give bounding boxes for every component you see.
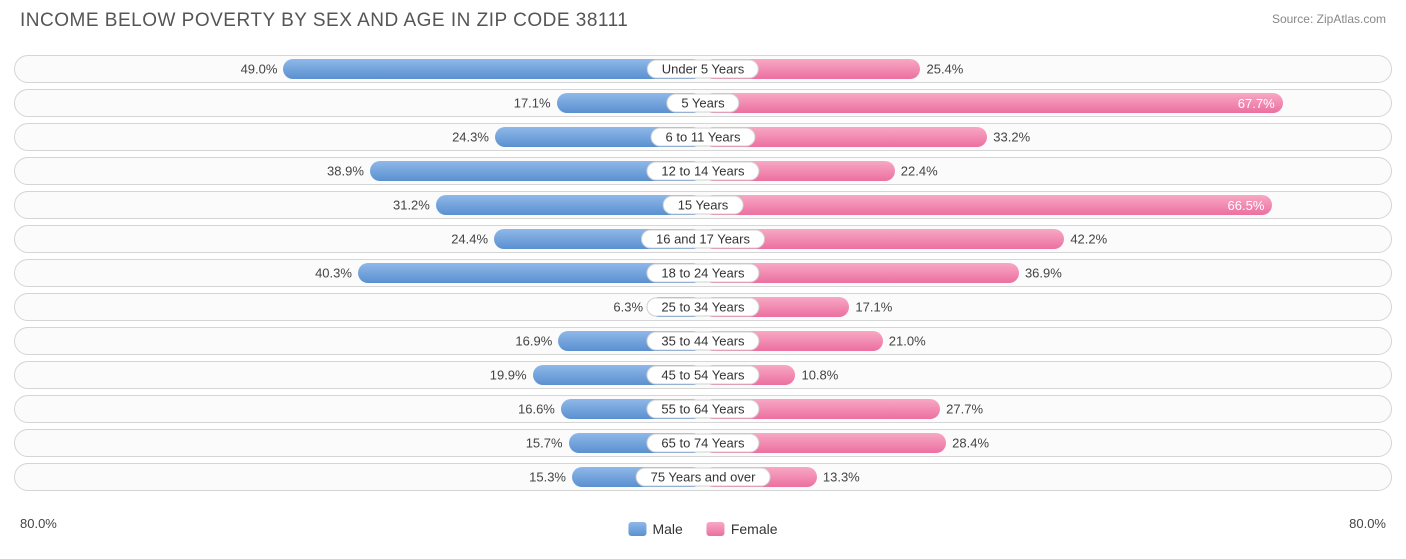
female-value: 67.7% <box>1238 96 1275 111</box>
male-value: 49.0% <box>241 62 278 77</box>
male-value: 40.3% <box>315 266 352 281</box>
female-value: 36.9% <box>1025 266 1062 281</box>
chart-row: 24.4% 42.2% 16 and 17 Years <box>14 225 1392 253</box>
female-value: 27.7% <box>946 402 983 417</box>
chart-row: 15.3% 13.3% 75 Years and over <box>14 463 1392 491</box>
legend-male: Male <box>628 521 682 537</box>
male-value: 15.3% <box>529 470 566 485</box>
female-value: 28.4% <box>952 436 989 451</box>
axis-max-right: 80.0% <box>1349 516 1386 531</box>
age-group-label: 45 to 54 Years <box>646 366 759 385</box>
female-value: 17.1% <box>855 300 892 315</box>
axis-max-left: 80.0% <box>20 516 57 531</box>
female-value: 10.8% <box>801 368 838 383</box>
male-value: 31.2% <box>393 198 430 213</box>
legend-female-label: Female <box>731 521 778 537</box>
male-swatch-icon <box>628 522 646 536</box>
age-group-label: 55 to 64 Years <box>646 400 759 419</box>
diverging-bar-chart: 49.0% 25.4% Under 5 Years 17.1% 67.7% 5 Years… <box>14 55 1392 509</box>
female-value: 33.2% <box>993 130 1030 145</box>
female-value: 42.2% <box>1070 232 1107 247</box>
female-value: 13.3% <box>823 470 860 485</box>
male-value: 16.6% <box>518 402 555 417</box>
age-group-label: 75 Years and over <box>636 468 771 487</box>
male-value: 24.3% <box>452 130 489 145</box>
chart-title: INCOME BELOW POVERTY BY SEX AND AGE IN Z… <box>20 10 628 32</box>
male-value: 24.4% <box>451 232 488 247</box>
chart-row: 16.9% 21.0% 35 to 44 Years <box>14 327 1392 355</box>
age-group-label: 6 to 11 Years <box>651 128 756 147</box>
male-value: 6.3% <box>613 300 643 315</box>
chart-row: 15.7% 28.4% 65 to 74 Years <box>14 429 1392 457</box>
age-group-label: 12 to 14 Years <box>646 162 759 181</box>
legend-female: Female <box>707 521 778 537</box>
female-value: 21.0% <box>889 334 926 349</box>
age-group-label: Under 5 Years <box>647 60 759 79</box>
age-group-label: 16 and 17 Years <box>641 230 765 249</box>
legend: Male Female <box>628 521 777 537</box>
age-group-label: 5 Years <box>666 94 739 113</box>
chart-row: 19.9% 10.8% 45 to 54 Years <box>14 361 1392 389</box>
age-group-label: 15 Years <box>663 196 744 215</box>
age-group-label: 65 to 74 Years <box>646 434 759 453</box>
female-value: 25.4% <box>926 62 963 77</box>
female-bar: 67.7% <box>703 93 1283 113</box>
male-value: 16.9% <box>515 334 552 349</box>
chart-row: 24.3% 33.2% 6 to 11 Years <box>14 123 1392 151</box>
chart-row: 17.1% 67.7% 5 Years <box>14 89 1392 117</box>
age-group-label: 25 to 34 Years <box>646 298 759 317</box>
female-bar: 66.5% <box>703 195 1272 215</box>
chart-row: 16.6% 27.7% 55 to 64 Years <box>14 395 1392 423</box>
chart-row: 49.0% 25.4% Under 5 Years <box>14 55 1392 83</box>
male-value: 15.7% <box>526 436 563 451</box>
male-bar <box>283 59 703 79</box>
age-group-label: 18 to 24 Years <box>646 264 759 283</box>
male-value: 19.9% <box>490 368 527 383</box>
chart-row: 40.3% 36.9% 18 to 24 Years <box>14 259 1392 287</box>
chart-row: 6.3% 17.1% 25 to 34 Years <box>14 293 1392 321</box>
chart-row: 31.2% 66.5% 15 Years <box>14 191 1392 219</box>
female-value: 22.4% <box>901 164 938 179</box>
female-value: 66.5% <box>1228 198 1265 213</box>
male-value: 17.1% <box>514 96 551 111</box>
legend-male-label: Male <box>652 521 682 537</box>
source-attribution: Source: ZipAtlas.com <box>1272 12 1386 26</box>
chart-row: 38.9% 22.4% 12 to 14 Years <box>14 157 1392 185</box>
age-group-label: 35 to 44 Years <box>646 332 759 351</box>
female-swatch-icon <box>707 522 725 536</box>
male-value: 38.9% <box>327 164 364 179</box>
